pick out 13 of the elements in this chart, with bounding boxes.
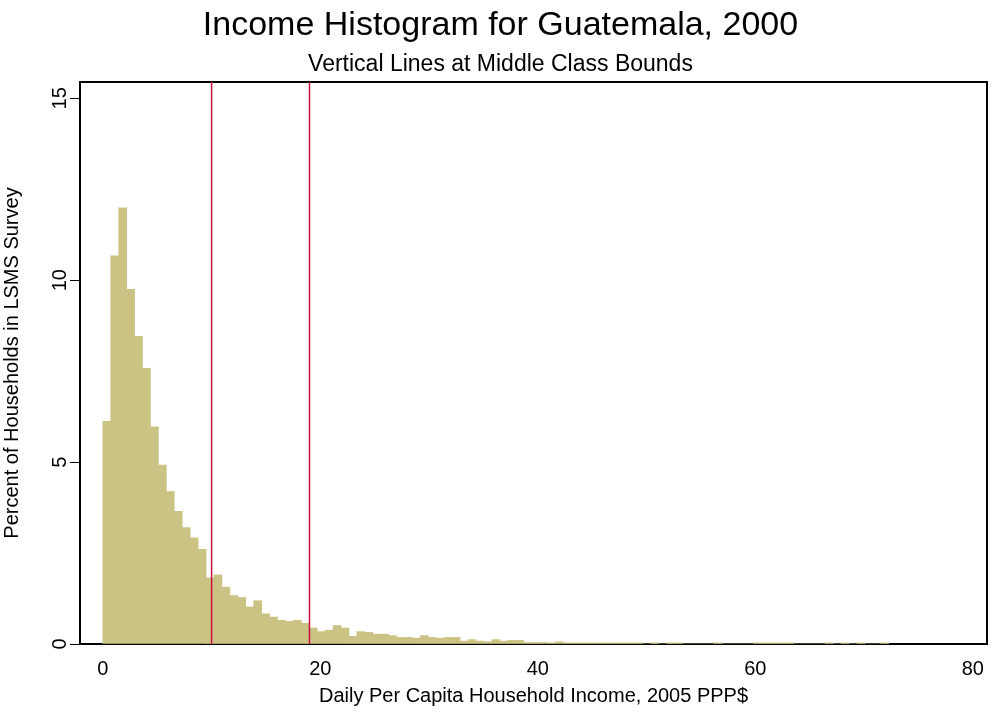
y-tick-label: 0 (48, 638, 70, 650)
y-tick-label: 15 (48, 87, 70, 110)
x-tick-label: 60 (744, 656, 767, 679)
x-tick-label: 40 (526, 656, 549, 679)
x-tick-label: 20 (309, 656, 332, 679)
x-tick-label: 80 (961, 656, 984, 679)
y-tick-label: 5 (48, 456, 70, 468)
y-axis-title: Percent of Households in LSMS Survey (0, 187, 22, 539)
x-axis-title: Daily Per Capita Household Income, 2005 PPP$ (318, 683, 749, 706)
x-tick-label: 0 (97, 656, 109, 679)
chart-subtitle: Vertical Lines at Middle Class Bounds (307, 50, 694, 77)
y-tick-label: 10 (48, 269, 70, 292)
chart-title: Income Histogram for Guatemala, 2000 (201, 4, 800, 43)
